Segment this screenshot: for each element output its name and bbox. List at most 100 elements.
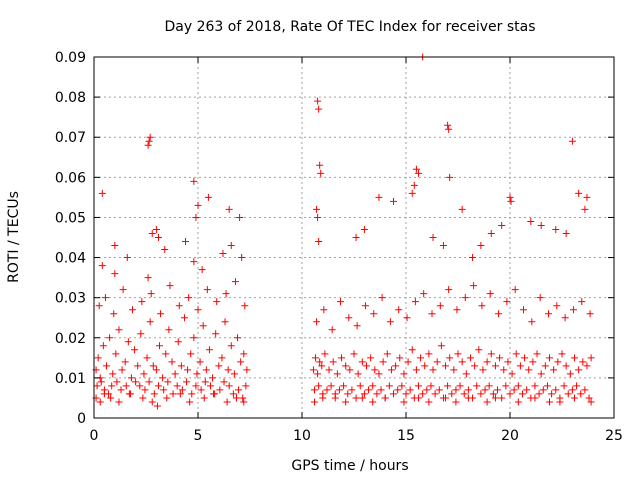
data-point — [378, 294, 386, 302]
data-point — [560, 382, 568, 390]
data-point — [381, 394, 389, 402]
data-point — [429, 234, 437, 241]
data-point — [146, 318, 154, 326]
data-point — [446, 173, 454, 181]
data-point — [227, 342, 235, 350]
data-point — [541, 362, 549, 370]
x-tick-label: 5 — [194, 428, 203, 444]
data-point — [585, 394, 593, 402]
data-point — [473, 382, 481, 390]
data-point — [168, 358, 176, 366]
data-point — [428, 310, 436, 318]
data-point — [460, 390, 468, 398]
data-point — [420, 290, 428, 298]
data-point — [173, 382, 181, 390]
data-point — [367, 354, 375, 362]
data-point — [174, 338, 182, 346]
data-point — [570, 394, 578, 402]
data-point — [315, 382, 323, 390]
data-point — [176, 390, 184, 398]
data-point — [498, 221, 506, 229]
data-point — [483, 398, 491, 406]
data-point — [190, 258, 198, 266]
data-point — [235, 386, 243, 394]
data-point — [210, 390, 218, 398]
data-point — [464, 386, 472, 394]
data-point — [546, 354, 554, 362]
data-point — [553, 302, 561, 310]
data-point — [371, 366, 379, 374]
data-point — [344, 390, 352, 398]
data-point — [215, 362, 223, 370]
data-point — [470, 282, 478, 290]
data-point — [220, 378, 228, 386]
data-point — [230, 370, 238, 378]
data-point — [313, 318, 321, 326]
y-tick-label: 0.09 — [55, 50, 86, 66]
data-point — [414, 169, 422, 177]
y-tick-labels: 0 0.01 0.02 0.03 0.04 0.05 0.06 0.07 0.08 0.09 — [55, 50, 86, 427]
data-point — [96, 398, 104, 406]
data-point — [518, 390, 526, 398]
data-point — [119, 286, 127, 294]
data-point — [431, 390, 439, 398]
plot-frame — [93, 56, 615, 419]
data-point — [414, 394, 422, 402]
y-tick-label: 0.03 — [55, 291, 86, 307]
data-point — [583, 362, 591, 370]
data-point — [320, 306, 328, 314]
data-point — [353, 322, 361, 330]
data-point — [323, 386, 331, 394]
data-point — [528, 318, 536, 326]
data-point — [124, 338, 132, 346]
data-point — [327, 382, 335, 390]
data-point — [154, 382, 162, 390]
data-point — [171, 370, 179, 378]
data-point — [512, 350, 520, 358]
data-point — [412, 366, 420, 374]
data-point — [406, 386, 414, 394]
data-point — [138, 298, 146, 306]
data-point — [456, 382, 464, 390]
data-point — [507, 197, 515, 205]
data-point — [568, 137, 576, 145]
data-point — [225, 382, 233, 390]
data-point — [234, 334, 242, 342]
data-point — [166, 282, 174, 290]
data-point — [358, 394, 366, 402]
data-point — [110, 310, 118, 318]
data-point — [175, 302, 183, 310]
data-point — [402, 390, 410, 398]
data-point — [132, 378, 140, 386]
data-point — [190, 177, 198, 185]
data-point — [539, 386, 547, 394]
data-point — [198, 266, 206, 274]
data-point — [118, 366, 126, 374]
data-point — [561, 314, 569, 322]
data-point — [365, 386, 373, 394]
data-point — [199, 322, 207, 330]
data-point — [150, 390, 158, 398]
y-tick-label: 0.01 — [55, 371, 86, 387]
data-point — [209, 374, 217, 382]
data-point — [111, 270, 119, 278]
x-tick-label: 25 — [605, 428, 623, 444]
data-point — [414, 382, 422, 390]
axis-ticks — [93, 56, 615, 419]
data-point — [478, 302, 486, 310]
data-point — [317, 169, 325, 177]
data-point — [157, 310, 165, 318]
data-point — [346, 366, 354, 374]
data-point — [375, 193, 383, 201]
data-point — [578, 298, 586, 306]
data-point — [336, 298, 344, 306]
data-point — [224, 366, 232, 374]
data-point — [453, 306, 461, 314]
data-point — [464, 394, 472, 402]
data-point — [348, 386, 356, 394]
data-point — [527, 217, 535, 225]
data-point — [201, 378, 209, 386]
data-point — [529, 358, 537, 366]
data-point — [433, 358, 441, 366]
data-point — [318, 362, 326, 370]
